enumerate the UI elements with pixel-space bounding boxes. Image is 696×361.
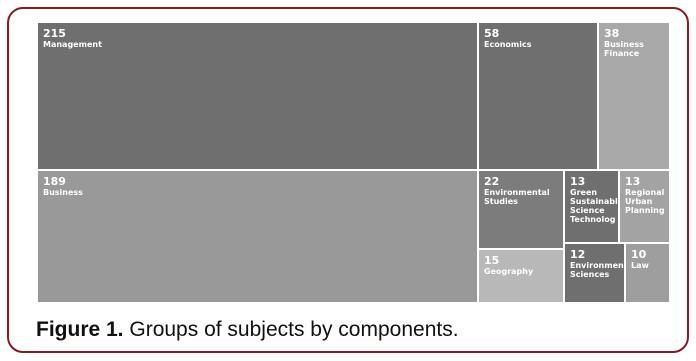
tile-label: Geography	[484, 267, 534, 276]
tile-value: 189	[43, 175, 66, 188]
figure-caption: Figure 1. Groups of subjects by componen…	[36, 318, 459, 342]
tile-value: 13	[570, 175, 586, 188]
tile-value: 22	[484, 175, 500, 188]
tile-value: 58	[484, 27, 500, 40]
treemap-tile: 215 Management	[37, 22, 478, 170]
treemap-tile: 22 Environmental Studies	[478, 170, 564, 249]
tile-value: 15	[484, 254, 500, 267]
tile-value: 12	[570, 248, 586, 261]
tile-value: 215	[43, 27, 66, 40]
treemap-chart: 215 Management 189 Business 58 Economics 38 Bus…	[37, 22, 670, 303]
tile-value: 13	[625, 175, 641, 188]
treemap-tile: 12 Environmen Sciences	[564, 243, 625, 303]
tile-label: Law	[631, 261, 649, 270]
tile-value: 38	[604, 27, 620, 40]
treemap-tile: 13 Green Sustainabl Science Technolog	[564, 170, 619, 243]
tile-label: Business Finance	[604, 40, 644, 58]
treemap-tile: 10 Law	[625, 243, 670, 303]
tile-value: 10	[631, 248, 647, 261]
caption-label: Figure 1.	[36, 318, 124, 341]
tile-label: Environmental Studies	[484, 188, 550, 206]
tile-label: Business	[43, 188, 83, 197]
treemap-tile: 13 Regional Urban Planning	[619, 170, 670, 243]
treemap-tile: 15 Geography	[478, 249, 564, 303]
caption-text: Groups of subjects by components.	[123, 318, 459, 341]
tile-label: Environmen Sciences	[570, 261, 624, 279]
treemap-tile: 189 Business	[37, 170, 478, 303]
treemap-tile: 38 Business Finance	[598, 22, 670, 170]
treemap-tile: 58 Economics	[478, 22, 598, 170]
tile-label: Management	[43, 40, 102, 49]
tile-label: Regional Urban Planning	[625, 188, 665, 215]
tile-label: Economics	[484, 40, 532, 49]
tile-label: Green Sustainabl Science Technolog	[570, 188, 618, 224]
